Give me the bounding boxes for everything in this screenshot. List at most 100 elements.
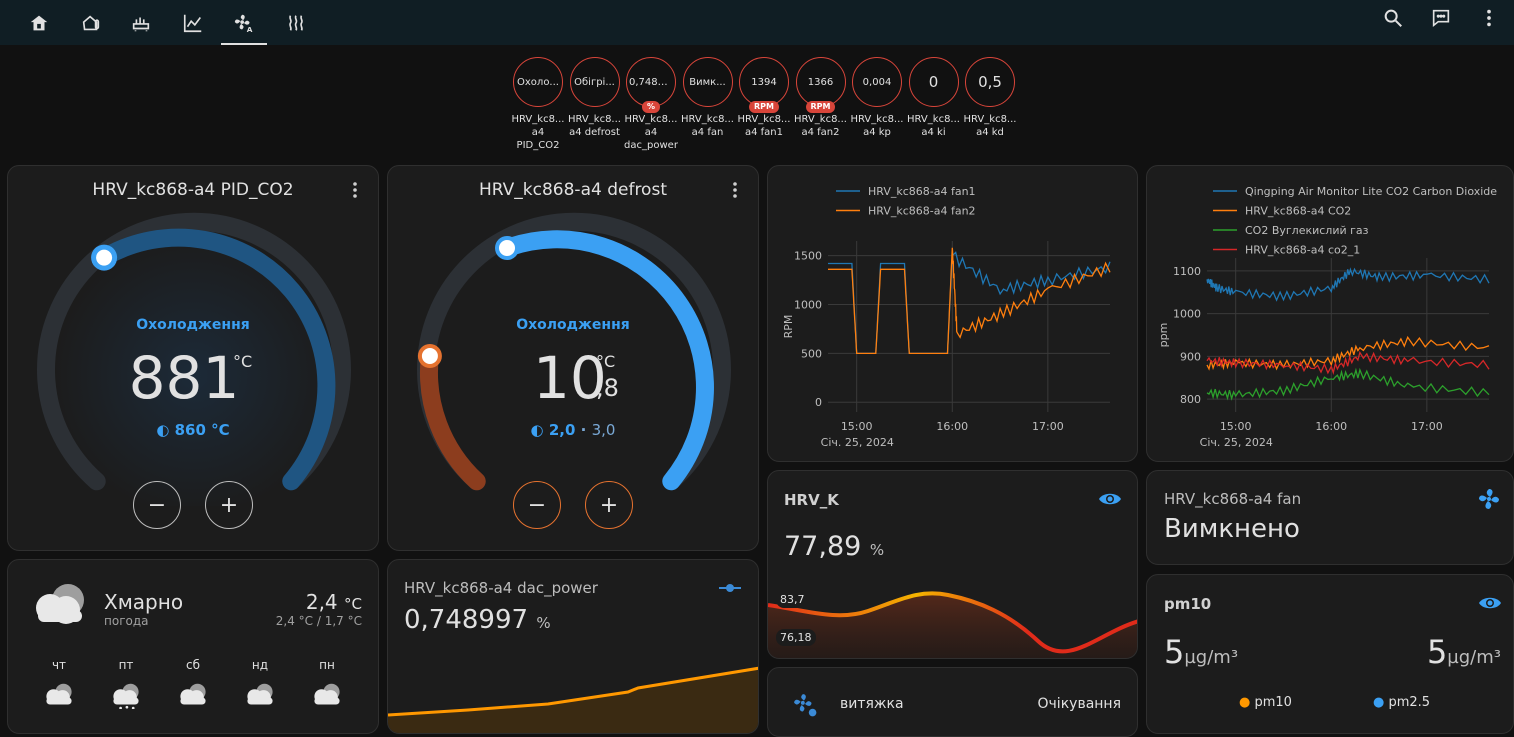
series-line — [828, 247, 1111, 355]
co2-chart[interactable]: 800 900 1000 1100 15:00 16:00 17:00 Січ. 25, 20… — [1147, 166, 1514, 462]
badge-label: HRV_kc8... a4 kp — [850, 114, 904, 138]
forecast-day: пн — [319, 658, 335, 672]
dac-sparkline — [388, 666, 758, 733]
heat-waves-icon — [289, 14, 303, 31]
sensor-name: HRV_K — [784, 491, 839, 509]
entity-badge[interactable]: Охоло... — [513, 57, 563, 107]
eye-icon[interactable] — [1098, 489, 1122, 509]
forecast-day: нд — [251, 658, 269, 672]
entity-badge[interactable]: Обігрі... — [569, 57, 620, 107]
entity-badge[interactable]: 0,5 — [965, 57, 1015, 107]
home-thermometer-icon — [82, 14, 100, 30]
fan-entity-card[interactable]: HRV_kc868-a4 fan Вимкнено — [1146, 470, 1514, 565]
badge-unit: RPM — [749, 101, 779, 113]
x-axis-date: Січ. 25, 2024 — [821, 436, 894, 449]
x-tick-label: 15:00 — [841, 420, 873, 433]
search-icon — [1384, 9, 1402, 27]
target-range: ◐ 2,0 · 3,0 — [530, 421, 616, 439]
badge-label: HRV_kc8... a4 defrost — [568, 114, 621, 138]
entity-name: HRV_kc868-a4 fan — [1164, 490, 1302, 508]
card-title: HRV_kc868-a4 PID_CO2 — [92, 180, 294, 200]
tab-heat[interactable] — [273, 0, 319, 45]
cloudy-icon — [247, 683, 273, 705]
snowy-icon — [113, 683, 139, 709]
sensor-value: 77,89 % — [784, 531, 885, 562]
search-button[interactable] — [1370, 0, 1416, 36]
entity-state: Вимкнено — [1164, 514, 1300, 544]
thermostat-card-pid-co2: HRV_kc868-a4 PID_CO2 Охолодження 881 °C … — [7, 165, 379, 551]
badge-value: 0,5 — [978, 73, 1002, 91]
decrease-button[interactable]: − — [133, 481, 181, 529]
badge-label: HRV_kc8... a4 kd — [963, 114, 1017, 138]
badge-label: HRV_kc8... a4 fan — [681, 114, 734, 138]
fan-icon — [1479, 489, 1499, 509]
temperature-unit: °C — [233, 352, 253, 371]
eye-icon[interactable] — [1478, 593, 1502, 613]
increase-button[interactable]: + — [585, 481, 633, 529]
tab-climate[interactable] — [68, 0, 114, 45]
series-line — [1206, 267, 1490, 302]
pm10-value: 5µg/m³ — [1164, 633, 1239, 671]
dac-power-card[interactable]: HRV_kc868-a4 dac_power 0,748997 % — [387, 559, 759, 734]
current-temperature: 10 — [533, 344, 607, 412]
temperature-unit: °C — [596, 352, 616, 371]
dial-track — [37, 212, 351, 491]
increase-button[interactable]: + — [205, 481, 253, 529]
tab-history[interactable] — [170, 0, 216, 45]
thermostat-dial[interactable] — [8, 206, 379, 506]
pm-sensor-card[interactable]: pm10 5µg/m³ 5µg/m³ ● pm10 ● pm2.5 — [1146, 574, 1514, 734]
badge-label: HRV_kc8... a4 PID_CO2 — [511, 114, 565, 151]
badge-label: HRV_kc8... a4 ki — [907, 114, 960, 138]
high-handle-center — [499, 240, 515, 256]
extract-fan-row[interactable]: витяжка Очікування — [767, 667, 1138, 737]
target-temperature: ◐ 860 °C — [156, 421, 230, 439]
weather-card[interactable]: Хмарно погода 2,4 °C 2,4 °C / 1,7 °C чт п… — [7, 559, 379, 734]
dial-cool-arc — [498, 230, 714, 491]
min-label: 76,18 — [776, 629, 816, 646]
y-tick-label: 1100 — [1173, 265, 1201, 278]
overflow-menu-button[interactable] — [1466, 0, 1512, 36]
weather-temperature: 2,4 °C — [305, 590, 362, 614]
fan-rpm-chart[interactable]: 0 500 1000 1500 15:00 16:00 17:00 Січ. 25, 2024… — [768, 166, 1138, 462]
badge-value: 1394 — [751, 76, 777, 88]
sparkline-line — [388, 666, 758, 717]
legend-pm10: ● pm10 — [1239, 695, 1292, 710]
tab-heating[interactable] — [118, 0, 164, 45]
y-tick-label: 0 — [815, 396, 822, 409]
thermostat-dial[interactable] — [388, 206, 759, 506]
badge-value: Охоло... — [517, 76, 559, 88]
badge-label: HRV_kc8... a4 fan1 — [737, 114, 791, 138]
badge-value: 0,7489... — [629, 76, 673, 88]
top-toolbar: A — [0, 0, 1514, 45]
entity-badge[interactable]: 0,7489...% — [626, 57, 676, 113]
entity-badge[interactable]: 0,004 — [852, 57, 902, 107]
entity-badge[interactable]: 1394 RPM — [739, 57, 789, 113]
current-temperature: 881 — [128, 344, 240, 412]
more-options-icon[interactable] — [346, 180, 364, 200]
decrease-button[interactable]: − — [513, 481, 561, 529]
legend-entry: HRV_kc868-a4 fan1 — [868, 185, 976, 198]
x-axis-date: Січ. 25, 2024 — [1200, 436, 1273, 449]
cloudy-icon — [46, 683, 72, 705]
entity-badge[interactable]: 0 — [908, 57, 959, 107]
tab-ventilation[interactable]: A — [221, 0, 267, 45]
target-icon: ◐ — [530, 421, 549, 439]
assist-button[interactable] — [1418, 0, 1464, 36]
sensor-card-hrv-k[interactable]: HRV_K 77,89 % 83,7 76,18 — [767, 470, 1138, 659]
slider-dot-icon — [719, 584, 741, 592]
y-tick-label: 500 — [801, 347, 822, 360]
max-label: 83,7 — [776, 591, 809, 608]
history-graph-fans: 0 500 1000 1500 15:00 16:00 17:00 Січ. 25, 2024… — [767, 165, 1138, 462]
x-tick-label: 16:00 — [936, 420, 968, 433]
more-options-icon[interactable] — [726, 180, 744, 200]
tab-home[interactable] — [16, 0, 62, 45]
cloudy-icon — [314, 683, 340, 705]
badge-unit: RPM — [805, 101, 836, 113]
home-icon — [30, 15, 48, 30]
series-line — [1206, 350, 1490, 376]
x-tick-label: 17:00 — [1411, 420, 1443, 433]
weather-hilo: 2,4 °C / 1,7 °C — [275, 614, 362, 628]
pm25-value: 5µg/m³ — [1426, 633, 1501, 671]
entity-badge[interactable]: Вимк... — [682, 57, 733, 107]
entity-badge[interactable]: 1366 RPM — [795, 57, 846, 113]
